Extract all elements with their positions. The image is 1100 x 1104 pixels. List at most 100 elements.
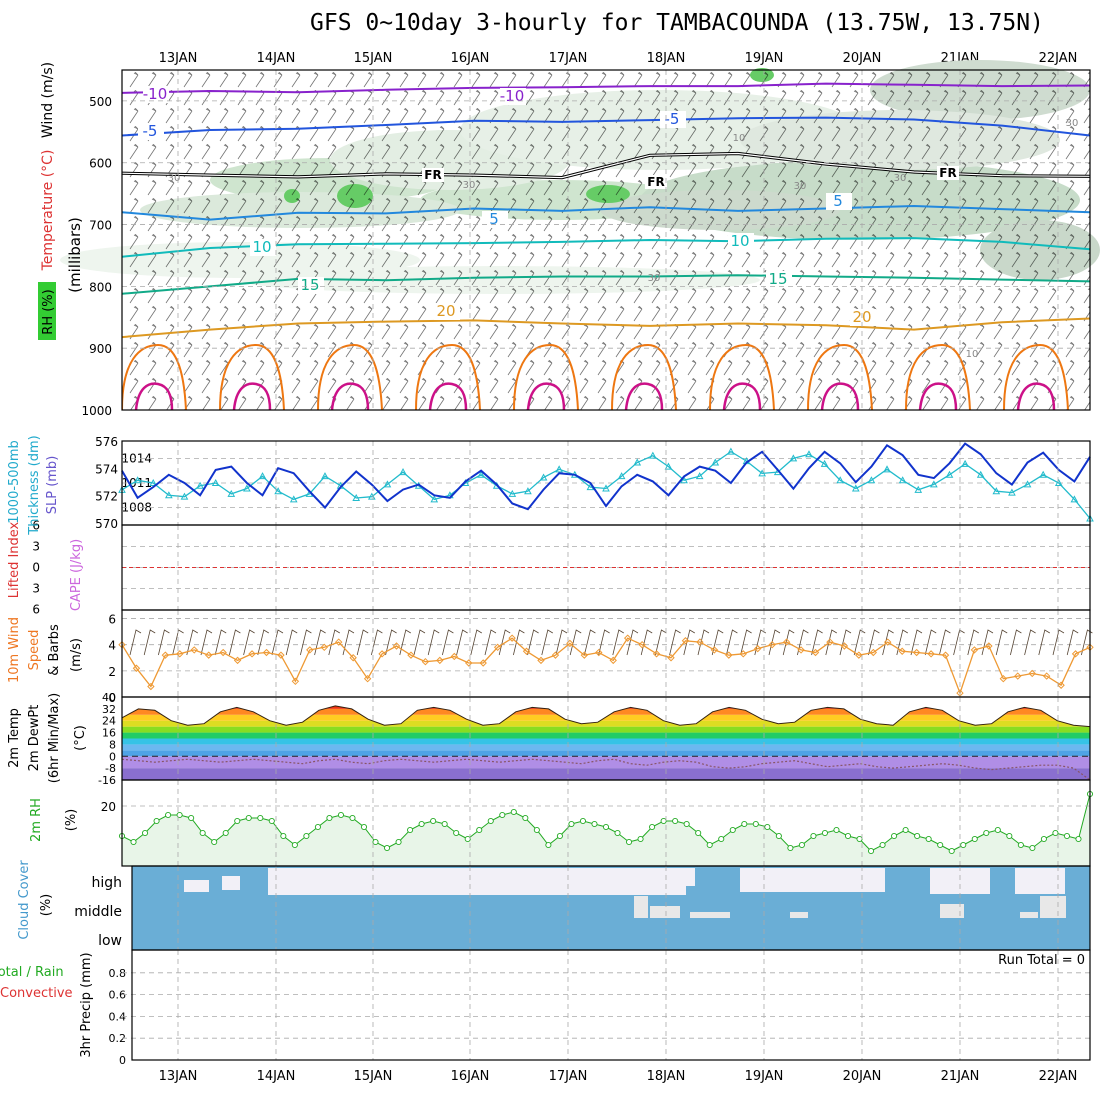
wind-speed-marker xyxy=(826,638,834,646)
rh-marker xyxy=(245,814,252,822)
wind-speed-marker xyxy=(667,654,675,662)
wind-speed-marker xyxy=(1057,681,1065,689)
rh-marker xyxy=(418,820,425,828)
wind-barb xyxy=(1010,629,1022,656)
rh-marker xyxy=(983,829,990,837)
wind-barb xyxy=(626,629,639,656)
isotherm-line xyxy=(122,204,1090,221)
cloud-clear xyxy=(500,868,520,882)
rh-marker xyxy=(280,832,287,840)
rh-marker xyxy=(1040,835,1047,843)
thickness-marker xyxy=(617,472,626,480)
rh-marker xyxy=(591,820,598,828)
rh-marker xyxy=(222,829,229,837)
wind-barb xyxy=(300,629,312,656)
wind-speed-marker xyxy=(638,640,646,649)
wind-speed-marker xyxy=(392,642,401,650)
cloud-unit-label: (%) xyxy=(39,894,54,917)
rh-marker xyxy=(476,826,483,834)
slp-ytick: 1014 xyxy=(121,451,152,465)
bottom-date-label: 18JAN xyxy=(647,1069,686,1084)
rh-marker xyxy=(499,811,506,819)
wind-barb xyxy=(328,629,341,656)
wind-speed-marker xyxy=(349,654,357,662)
wind-barb xyxy=(243,629,255,656)
wind-speed-marker xyxy=(739,650,747,658)
dewpt2m-label: 2m DewPt xyxy=(27,705,42,772)
lifted-ytick: 3 xyxy=(32,582,40,596)
wind-speed-marker xyxy=(551,651,560,659)
thickness-marker xyxy=(992,487,1001,495)
isotherm-25 xyxy=(611,343,677,410)
wind-barb xyxy=(924,629,937,656)
freezing-label: FR xyxy=(424,168,441,182)
isotherm-line xyxy=(122,317,1090,339)
wind-barb xyxy=(200,629,213,656)
rh-marker xyxy=(407,826,414,834)
rh-marker xyxy=(879,841,886,849)
wind-ytick: 0 xyxy=(108,691,116,705)
thickness-marker xyxy=(524,487,532,495)
wind-barb xyxy=(498,629,511,656)
wind-speed-marker xyxy=(710,646,719,654)
wind-speed-marker xyxy=(725,651,733,659)
rh-marker xyxy=(395,838,402,846)
thickness-marker xyxy=(477,470,485,478)
wind-speed-marker xyxy=(1028,669,1036,678)
rh-marker xyxy=(1029,844,1036,852)
thickness-marker xyxy=(883,465,891,473)
wind-barb xyxy=(484,629,497,656)
cloud-clear-middle xyxy=(634,896,648,918)
rh-marker xyxy=(337,811,345,819)
wind-barb xyxy=(513,629,525,656)
thickness-marker xyxy=(820,459,829,467)
wind-barb xyxy=(314,629,326,656)
thickness-marker xyxy=(727,447,735,455)
rh-marker xyxy=(464,835,471,843)
wind-speed-marker xyxy=(421,657,430,666)
cape-label: CAPE (J/kg) xyxy=(69,539,84,611)
wind-barb xyxy=(939,629,951,656)
wind-speed-marker xyxy=(623,634,632,642)
thickness-label: 1000-500mb xyxy=(7,440,22,524)
temp-ytick: 32 xyxy=(102,703,116,716)
rh-marker xyxy=(787,844,794,852)
cloud-clear xyxy=(930,868,990,894)
top-date-label: 19JAN xyxy=(745,51,784,66)
temperature-band xyxy=(122,768,1090,780)
thickness-marker xyxy=(836,476,845,484)
temp-ytick: 40 xyxy=(102,691,116,704)
temperature-contour-label: -10 xyxy=(500,87,525,105)
temperature-band xyxy=(122,756,1090,769)
isotherm-25 xyxy=(905,343,971,410)
wind-barb xyxy=(1038,629,1051,656)
isotherm-30 xyxy=(820,382,860,410)
rh-marker xyxy=(453,829,460,837)
bottom-date-label: 14JAN xyxy=(257,1069,296,1084)
bottom-date-axis: 13JAN 14JAN 15JAN 16JAN 17JAN 18JAN 19JAN 20JAN… xyxy=(159,1069,1078,1084)
rh-marker xyxy=(971,835,978,843)
rh-marker xyxy=(902,826,909,834)
thickness-marker xyxy=(508,489,517,497)
precip-ytick: 0 xyxy=(119,1054,126,1067)
cloud-clear xyxy=(740,868,885,892)
rh-marker xyxy=(533,826,540,834)
rh-marker xyxy=(545,841,552,849)
cloud-level-label: middle xyxy=(74,904,122,920)
rh-marker xyxy=(579,817,587,825)
thickness-marker xyxy=(867,476,876,484)
cloud-clear-middle xyxy=(1040,896,1066,918)
wind-barb xyxy=(797,629,809,656)
wind-speed-marker xyxy=(609,656,617,665)
lifted-ytick: 3 xyxy=(32,540,40,554)
thickness-marker xyxy=(133,476,142,484)
isotherm-30 xyxy=(722,382,762,410)
wind-speed-marker xyxy=(363,674,372,683)
thickness-ytick: 576 xyxy=(95,435,118,449)
wind-ytick: 2 xyxy=(108,665,116,679)
bottom-date-label: 15JAN xyxy=(354,1069,393,1084)
lifted-ytick: 0 xyxy=(32,561,40,575)
thickness-marker xyxy=(633,458,642,466)
